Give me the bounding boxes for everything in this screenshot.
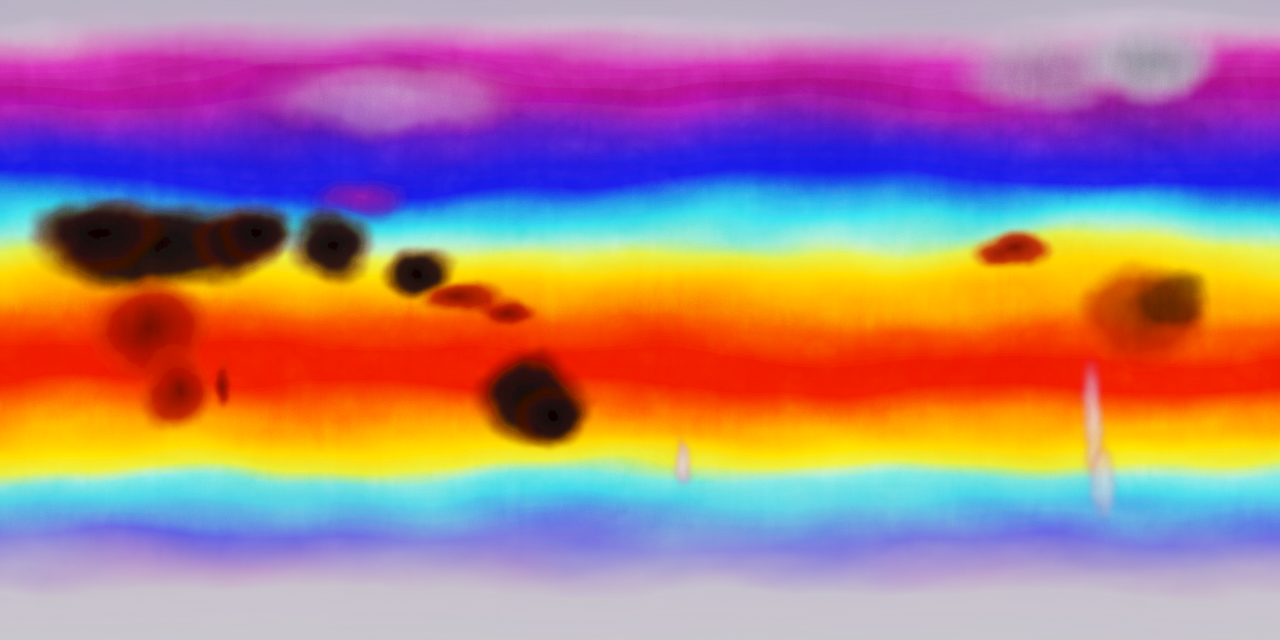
pixel-grain-texture [0,0,1280,640]
polar-cap-layer [0,0,1280,640]
global-temperature-map [0,0,1280,640]
synoptic-swirl-layer [0,0,1280,640]
turbulent-flow-texture [0,0,1280,640]
mesoscale-eddy-layer [0,0,1280,640]
zonal-temperature-bands [0,0,1280,640]
landmass-anomaly-layer [22,18,1226,522]
